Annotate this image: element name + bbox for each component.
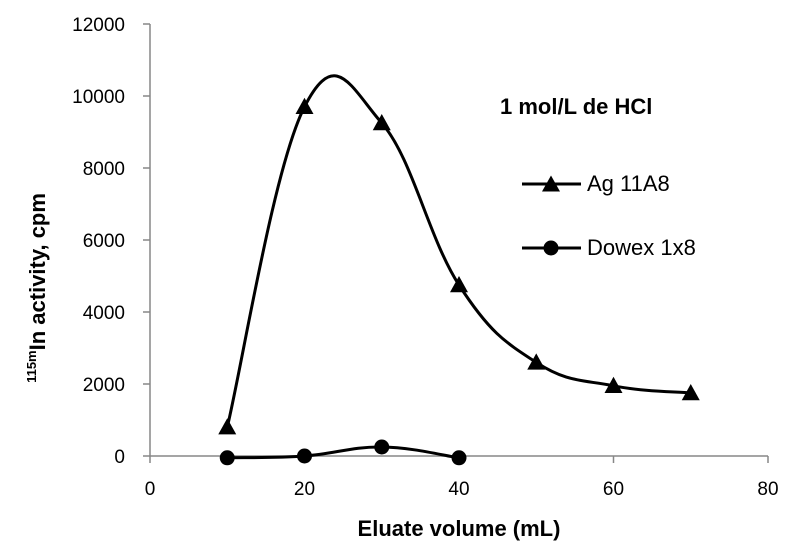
x-axis-title: Eluate volume (mL) (358, 516, 561, 541)
y-tick-label: 6000 (83, 231, 125, 252)
data-point-dowex-1x8 (219, 450, 235, 466)
y-axis: 0 2000 4000 6000 8000 10000 12000 (72, 15, 151, 468)
legend-label: Dowex 1x8 (587, 235, 696, 260)
series-line-dowex-1x8 (227, 445, 460, 460)
data-point-ag-11a8 (527, 353, 546, 370)
legend-item-ag-11a8: Ag 11A8 (522, 171, 670, 196)
legend-circle-marker (543, 240, 559, 256)
data-point-dowex-1x8 (297, 448, 312, 464)
legend-triangle-marker (542, 175, 560, 192)
x-tick-label: 0 (145, 479, 156, 500)
data-point-ag-11a8 (681, 384, 700, 401)
x-tick-label: 80 (757, 479, 778, 500)
legend-item-dowex-1x8: Dowex 1x8 (522, 235, 696, 260)
data-point-ag-11a8 (218, 418, 237, 435)
x-tick-label: 40 (448, 479, 469, 500)
data-point-ag-11a8 (450, 276, 468, 293)
y-axis-title-superscript: 115m (24, 350, 39, 383)
y-tick-label: 2000 (83, 375, 125, 396)
y-tick-label: 12000 (72, 15, 125, 36)
series-line-ag-11a8 (225, 74, 691, 428)
y-tick-label: 10000 (72, 87, 125, 108)
x-tick-label: 20 (294, 479, 315, 500)
data-point-dowex-1x8 (374, 439, 390, 455)
chart-annotation: 1 mol/L de HCl (500, 94, 652, 119)
y-tick-label: 8000 (83, 159, 125, 180)
data-point-ag-11a8 (372, 114, 391, 131)
data-point-ag-11a8 (295, 97, 314, 114)
y-tick-label: 4000 (83, 303, 125, 324)
plot-area (218, 74, 700, 466)
data-point-dowex-1x8 (451, 450, 467, 466)
x-tick-label: 60 (603, 479, 624, 500)
legend-label: Ag 11A8 (587, 171, 670, 196)
y-axis-title: 115mIn activity, cpm (24, 193, 50, 383)
legend: Ag 11A8 Dowex 1x8 (522, 171, 696, 260)
data-point-ag-11a8 (604, 376, 623, 393)
svg-text:115mIn activity, cpm: 115mIn activity, cpm (24, 193, 50, 383)
y-axis-title-main: In activity, cpm (25, 193, 50, 350)
y-tick-label: 0 (114, 447, 125, 468)
